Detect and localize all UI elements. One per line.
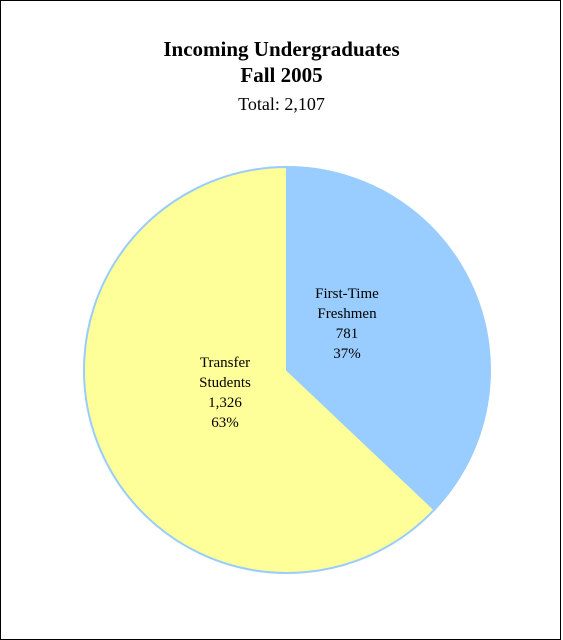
pie-slice-1-label: First-Time Freshmen 781 37% bbox=[315, 286, 379, 362]
slice-percent-label: 37% bbox=[333, 346, 361, 362]
slice-percent-label: 63% bbox=[211, 415, 239, 431]
pie-slice-2-label: Transfer Students 1,326 63% bbox=[199, 355, 251, 431]
slice-label-line-1: First-Time bbox=[315, 286, 379, 302]
slice-value-label: 781 bbox=[336, 326, 359, 342]
chart-title-block: Incoming Undergraduates Fall 2005 Total:… bbox=[0, 36, 563, 115]
slice-label-line-1: Transfer bbox=[200, 355, 250, 371]
slice-label-line-2: Freshmen bbox=[317, 306, 377, 322]
pie-labels: First-Time Freshmen 781 37% Transfer Students… bbox=[199, 286, 379, 431]
pie-slice-2 bbox=[83, 165, 436, 574]
chart-title-line-2: Fall 2005 bbox=[240, 63, 323, 87]
slice-value-label: 1,326 bbox=[208, 395, 242, 411]
pie-slice-1 bbox=[286, 165, 492, 511]
chart-title: Incoming Undergraduates bbox=[163, 37, 400, 61]
slice-label-line-2: Students bbox=[199, 375, 251, 391]
pie-slices bbox=[83, 165, 492, 574]
chart-subtitle: Total: 2,107 bbox=[238, 94, 325, 114]
